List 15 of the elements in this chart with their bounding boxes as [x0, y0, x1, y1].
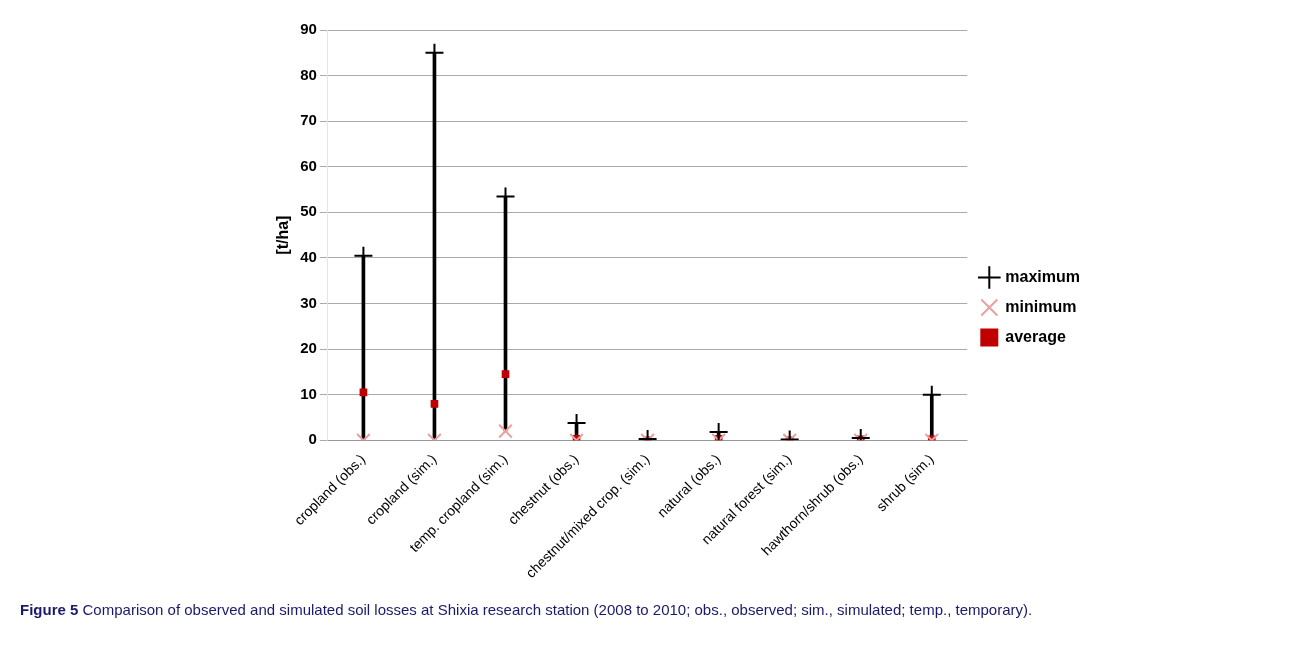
- caption: Figure 5 Comparison of observed and simulated soil losses at Shixia research station (2008 to 2010; obs., observed; sim., simulated; temp., temporary).: [20, 600, 1034, 620]
- y-tick-label: 40: [300, 248, 317, 266]
- y-tick-label: 60: [300, 156, 317, 174]
- y-tick-label: 50: [300, 202, 317, 220]
- legend-label: maximum: [1005, 267, 1081, 285]
- y-tick-label: 10: [300, 384, 317, 402]
- y-tick-label: 90: [300, 20, 317, 38]
- y-tick-label: 0: [308, 430, 317, 448]
- y-tick-label: 30: [300, 293, 317, 311]
- y-tick-label: 20: [300, 339, 317, 357]
- legend-label: average: [1005, 327, 1066, 345]
- y-axis-title: [t/ha]: [274, 215, 292, 255]
- y-tick-label: 80: [300, 65, 317, 83]
- legend-label: minimum: [1005, 297, 1077, 315]
- y-tick-label: 70: [300, 111, 317, 129]
